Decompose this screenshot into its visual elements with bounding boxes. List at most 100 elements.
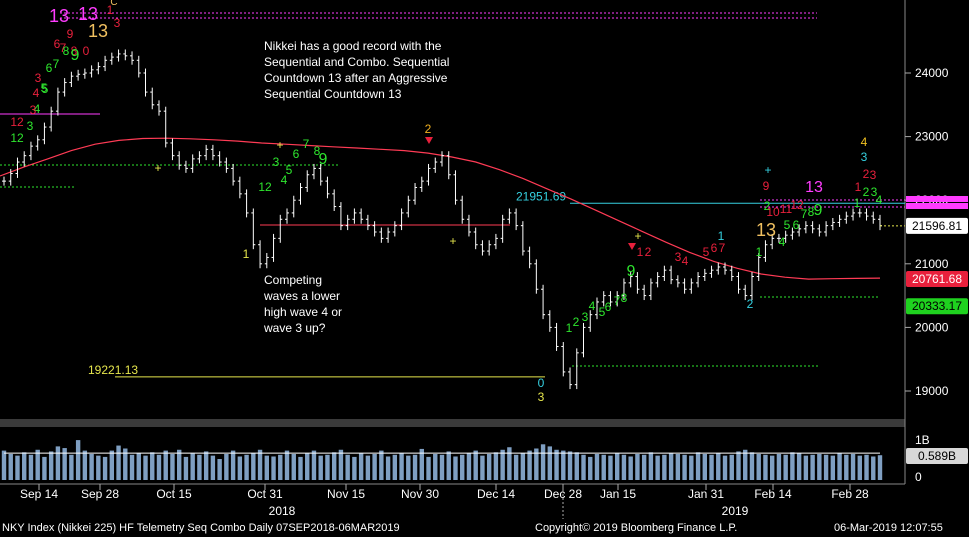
seq-count-marker: 2 (863, 167, 870, 181)
seq-count-marker: 4 (876, 193, 883, 207)
magenta-tag (906, 196, 968, 202)
seq-count-marker: 2 (425, 122, 432, 136)
seq-count-marker: 6 (46, 61, 53, 75)
volume-bar (520, 453, 526, 480)
volume-bar (298, 456, 303, 480)
horizontal-level-label: 19221.13 (88, 363, 138, 377)
volume-bar (412, 454, 418, 480)
seq-count-marker: 6 (293, 147, 300, 161)
volume-bar (763, 454, 768, 480)
x-year-label: 2019 (722, 504, 749, 518)
volume-bar (251, 453, 256, 480)
volume-bar (716, 453, 721, 480)
seq-count-marker: 5 (42, 82, 49, 96)
volume-bar (628, 456, 633, 480)
seq-count-marker: 4 (589, 299, 596, 313)
footer-copyright: Copyright© 2019 Bloomberg Finance L.P. (535, 522, 738, 534)
seq-count-marker: + (634, 229, 641, 243)
seq-count-marker: 2 (764, 199, 771, 213)
volume-bar (574, 452, 579, 480)
seq-count-marker: 10 (766, 205, 780, 219)
volume-bar (284, 450, 290, 480)
seq-count-marker: 1 (855, 180, 862, 194)
volume-bar (473, 450, 478, 480)
seq-count-marker: 0 (538, 376, 545, 390)
volume-bar (358, 453, 364, 480)
chart-annotation: Sequential and Combo. Sequential (264, 55, 449, 69)
seq-count-marker: 7 (719, 241, 726, 255)
volume-bar (224, 453, 229, 480)
volume-tag-box (906, 448, 968, 464)
volume-bar (648, 452, 654, 480)
seq-count-marker: 1 (107, 3, 114, 17)
volume-bar (877, 455, 883, 480)
volume-bar (547, 446, 553, 480)
seq-count-marker: 6 (711, 241, 718, 255)
seq-count-marker: 3 (871, 185, 878, 199)
seq-count-marker: 8 (63, 44, 70, 58)
volume-bar (237, 456, 243, 480)
x-tick-label: Feb 14 (754, 487, 792, 501)
volume-bar (837, 453, 842, 480)
volume-bar (183, 456, 189, 480)
volume-bar (480, 455, 485, 480)
seq-count-marker: 3 (861, 150, 868, 164)
seq-count-marker: 9 (319, 151, 328, 168)
chart-annotation: Countdown 13 after an Aggressive (264, 71, 448, 85)
volume-bar (776, 453, 782, 480)
x-tick-label: Oct 15 (156, 487, 192, 501)
volume-bar (871, 456, 876, 480)
price-tag-box (906, 298, 968, 315)
chart-annotation: Competing (264, 273, 322, 287)
volume-bar (823, 454, 829, 480)
x-tick-label: Nov 30 (401, 487, 439, 501)
y-tick-label: 21000 (915, 257, 949, 271)
volume-bar (217, 459, 222, 480)
volume-bar (561, 450, 566, 480)
volume-bar (588, 456, 593, 480)
volume-bar (102, 456, 108, 480)
seq-count-marker: 1 (756, 245, 763, 259)
volume-bar (345, 454, 350, 480)
volume-bar (143, 455, 148, 480)
volume-bar (271, 456, 276, 480)
volume-bar (129, 454, 135, 480)
volume-bar (594, 453, 600, 480)
volume-bar (493, 452, 499, 480)
volume-bar (203, 451, 209, 480)
seq-count-marker: 7 (53, 57, 60, 71)
volume-bar (689, 455, 694, 480)
volume-bar (311, 450, 317, 480)
seq-count-marker: 12 (258, 180, 272, 194)
volume-bar (318, 455, 323, 480)
volume-bar (123, 448, 128, 480)
volume-bar (743, 449, 748, 480)
seq-count-marker: 1 (718, 229, 725, 243)
volume-bar (325, 454, 330, 480)
seq-count-marker: 2 (747, 297, 754, 311)
seq-count-marker: 7 (303, 137, 310, 151)
volume-bar (682, 454, 687, 480)
horizontal-level-label: 21951.69 (516, 189, 566, 203)
seq-count-marker: 3 (582, 310, 589, 324)
seq-count-marker: 3 (273, 155, 280, 169)
seq-count-marker: 5 (703, 245, 710, 259)
seq-count-marker: 7 (60, 41, 67, 55)
volume-bar (830, 455, 836, 480)
moving-average-line (0, 137, 881, 280)
volume-bar (197, 454, 202, 480)
volume-bar (69, 454, 74, 480)
seq-count-marker: 5 (286, 163, 293, 177)
volume-bar (278, 454, 283, 480)
volume-bar (581, 454, 586, 480)
price-tag-label: 20333.17 (912, 299, 962, 313)
seq-count-marker: 7 (801, 207, 808, 221)
seq-count-marker: 13 (805, 179, 823, 196)
x-tick-label: Jan 15 (600, 487, 636, 501)
seq-count-marker: + (449, 234, 456, 248)
volume-bar (28, 454, 34, 480)
volume-bar (379, 450, 384, 480)
volume-bar (426, 456, 431, 480)
volume-bar (291, 453, 296, 480)
volume-bar (601, 454, 606, 480)
